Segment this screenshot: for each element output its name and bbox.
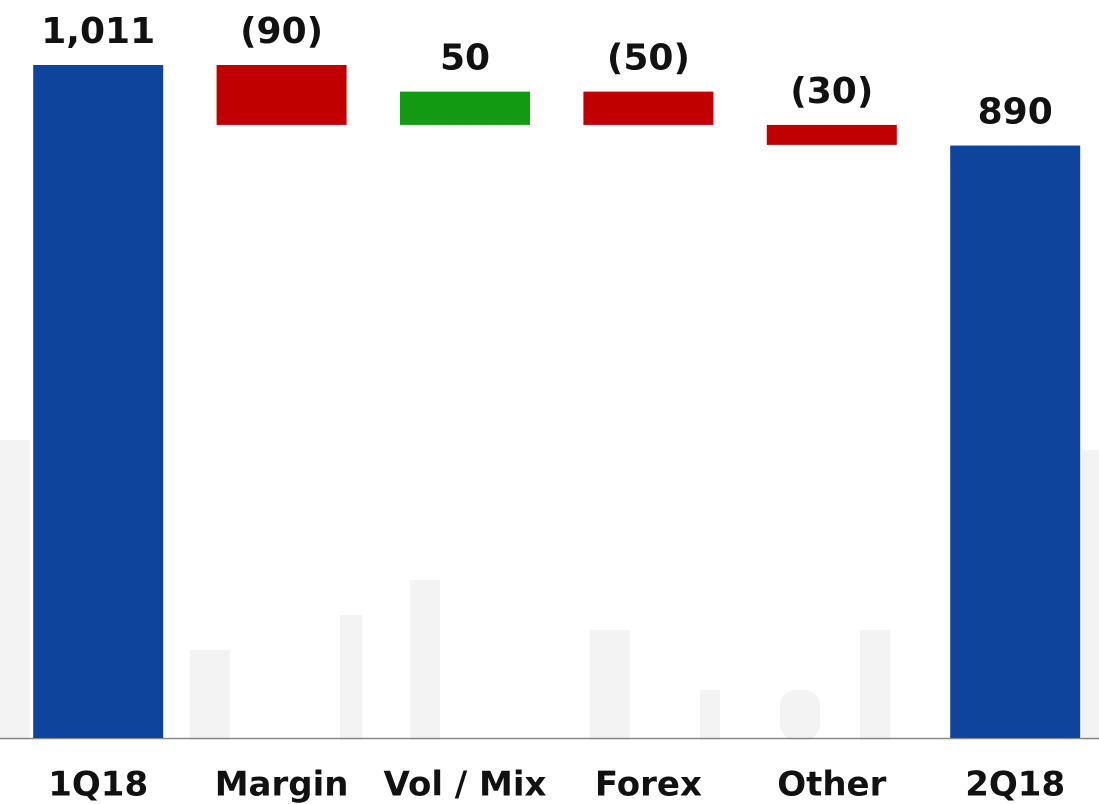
background-silhouette	[0, 440, 1099, 740]
total-bar	[33, 65, 164, 738]
value-label: (50)	[607, 38, 690, 79]
x-tick-label: 2Q18	[965, 765, 1065, 804]
x-tick-label: 1Q18	[48, 765, 148, 804]
x-tick-label: Forex	[595, 765, 702, 804]
x-tick-label: Vol / Mix	[384, 765, 547, 804]
value-label: 1,011	[41, 11, 155, 52]
delta-bar	[583, 91, 714, 125]
delta-bar	[216, 65, 347, 125]
x-tick-label: Other	[777, 765, 886, 804]
delta-bar	[400, 91, 530, 125]
value-label: (90)	[240, 11, 323, 52]
total-bar	[950, 145, 1081, 738]
value-label: 890	[978, 92, 1053, 133]
value-label: (30)	[790, 71, 873, 112]
value-label: 50	[440, 38, 490, 79]
x-tick-label: Margin	[215, 765, 349, 804]
delta-bar	[766, 124, 897, 145]
